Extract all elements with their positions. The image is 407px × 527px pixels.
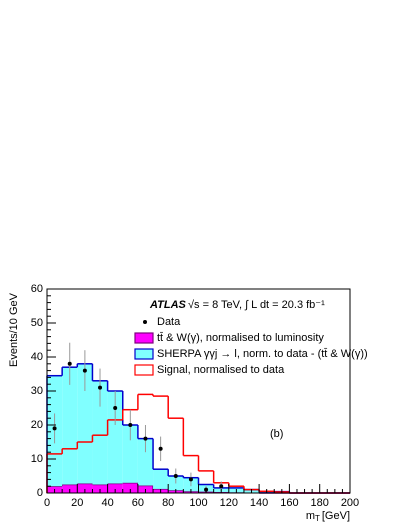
histogram-bar xyxy=(137,438,154,486)
x-tick-label: 200 xyxy=(341,497,359,509)
data-point xyxy=(113,406,118,410)
data-point xyxy=(188,477,193,482)
y-tick-label: 60 xyxy=(31,283,43,295)
histogram-bar xyxy=(122,482,138,493)
x-axis-label-unit: [GeV] xyxy=(322,510,350,522)
x-tick-label: 60 xyxy=(132,497,144,509)
histogram-bar xyxy=(77,363,93,484)
histogram-bar xyxy=(122,425,138,483)
histogram-bar xyxy=(62,484,78,493)
data-point xyxy=(173,474,178,478)
legend-swatch xyxy=(134,364,154,376)
experiment-label: ATLAS xyxy=(149,299,187,311)
y-axis-label: Events/10 GeV xyxy=(8,292,20,367)
histogram-bar xyxy=(62,367,78,485)
data-point xyxy=(219,484,224,489)
luminosity-label: √s = 8 TeV, ∫ L dt = 20.3 fb⁻¹ xyxy=(188,299,325,311)
data-point xyxy=(82,368,87,373)
legend-swatch xyxy=(134,348,154,360)
legend-label: SHERPA γγj → l, norm. to data - (tt̄ & W… xyxy=(157,348,368,360)
y-tick-label: 0 xyxy=(37,487,43,499)
x-tick-label: 120 xyxy=(220,497,238,509)
x-tick-label: 20 xyxy=(71,497,83,509)
data-point xyxy=(67,361,72,366)
x-tick-label: 100 xyxy=(189,497,207,509)
histogram-bar xyxy=(92,380,108,485)
data-point xyxy=(52,426,57,431)
legend-label: Data xyxy=(157,316,181,328)
legend-marker xyxy=(143,320,147,324)
y-tick-label: 20 xyxy=(31,419,43,431)
data-point xyxy=(143,436,148,441)
x-tick-label: 180 xyxy=(311,497,329,509)
panel-label: (b) xyxy=(270,428,283,440)
histogram-bar xyxy=(92,484,108,493)
x-tick-label: 0 xyxy=(44,497,50,509)
y-tick-label: 30 xyxy=(31,385,43,397)
x-tick-label: 80 xyxy=(162,497,174,509)
legend-label: tt̄ & W(γ), normalised to luminosity xyxy=(157,332,324,344)
legend-label: Signal, normalised to data xyxy=(157,364,285,376)
histogram-bar xyxy=(107,483,123,493)
y-tick-label: 40 xyxy=(31,351,43,363)
y-tick-label: 50 xyxy=(31,317,43,329)
x-tick-label: 40 xyxy=(101,497,113,509)
x-tick-label: 140 xyxy=(250,497,268,509)
x-tick-label: 160 xyxy=(280,497,298,509)
data-point xyxy=(98,385,103,390)
x-axis-label: mT [GeV] xyxy=(306,510,350,523)
legend-swatch xyxy=(134,332,154,344)
y-tick-label: 10 xyxy=(31,453,43,465)
histogram-bar xyxy=(107,391,123,484)
data-point xyxy=(158,446,163,451)
data-point xyxy=(128,423,133,427)
x-axis-label-main: m xyxy=(306,510,315,522)
histogram-bar xyxy=(153,469,169,489)
histogram-bar xyxy=(77,483,93,493)
x-axis-label-sub: T xyxy=(315,514,320,523)
